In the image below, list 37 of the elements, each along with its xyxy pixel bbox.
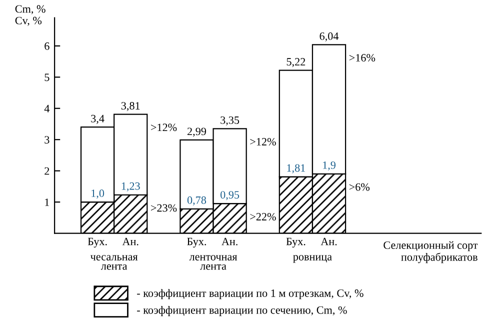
total-label: 3,4 <box>91 114 104 124</box>
annotation: >22% <box>250 212 276 220</box>
text: ровница <box>293 255 332 263</box>
y-tick-label: 5 <box>44 74 50 82</box>
total-label: 3,81 <box>121 102 140 112</box>
x-tick-label: Бух. <box>187 238 206 248</box>
legend-label: - коэффициент вариации по сечению, Cm, % <box>137 306 347 316</box>
annotation: >12% <box>250 138 276 146</box>
x-tick-label: Ан. <box>122 238 138 246</box>
y-tick-label: 1 <box>45 198 50 206</box>
data-label: 1,23 <box>122 182 140 192</box>
total-label: 6,04 <box>320 32 339 42</box>
x-tick-label: Бух. <box>88 238 107 248</box>
annotation: >23% <box>151 204 177 212</box>
text: ленточная лента <box>189 255 238 270</box>
x-tick-label: Бух. <box>286 238 306 248</box>
text: >16% <box>349 54 376 62</box>
text: чесальная лента <box>90 255 138 270</box>
data-label: 0,78 <box>187 196 206 206</box>
y-tick-label: 6 <box>44 42 50 50</box>
annotation: >12% <box>151 124 177 132</box>
legend-label: - коэффициент вариации по 1 м отрезкам, Cv, % <box>137 289 364 300</box>
y-axis-title: Cm, % Cv, % <box>15 5 46 26</box>
y-tick-label: 4 <box>44 104 50 112</box>
total-label: 2,99 <box>188 128 206 137</box>
x-tick-label: Ан. <box>320 238 337 246</box>
data-label: 1,9 <box>323 161 336 171</box>
y-tick-label: 2 <box>44 167 50 175</box>
total-label: 3,35 <box>220 116 240 126</box>
data-label: 1,0 <box>92 190 104 199</box>
total-label: 5,22 <box>286 58 306 68</box>
x-tick-label: Ан. <box>222 238 238 246</box>
y-tick-label: 3 <box>44 136 50 144</box>
x-axis-title: Селекционный сорт полуфабрикатов <box>384 241 478 264</box>
text: >6% <box>349 183 370 191</box>
data-label: 1,81 <box>287 164 305 174</box>
data-label: 0,95 <box>220 191 240 200</box>
